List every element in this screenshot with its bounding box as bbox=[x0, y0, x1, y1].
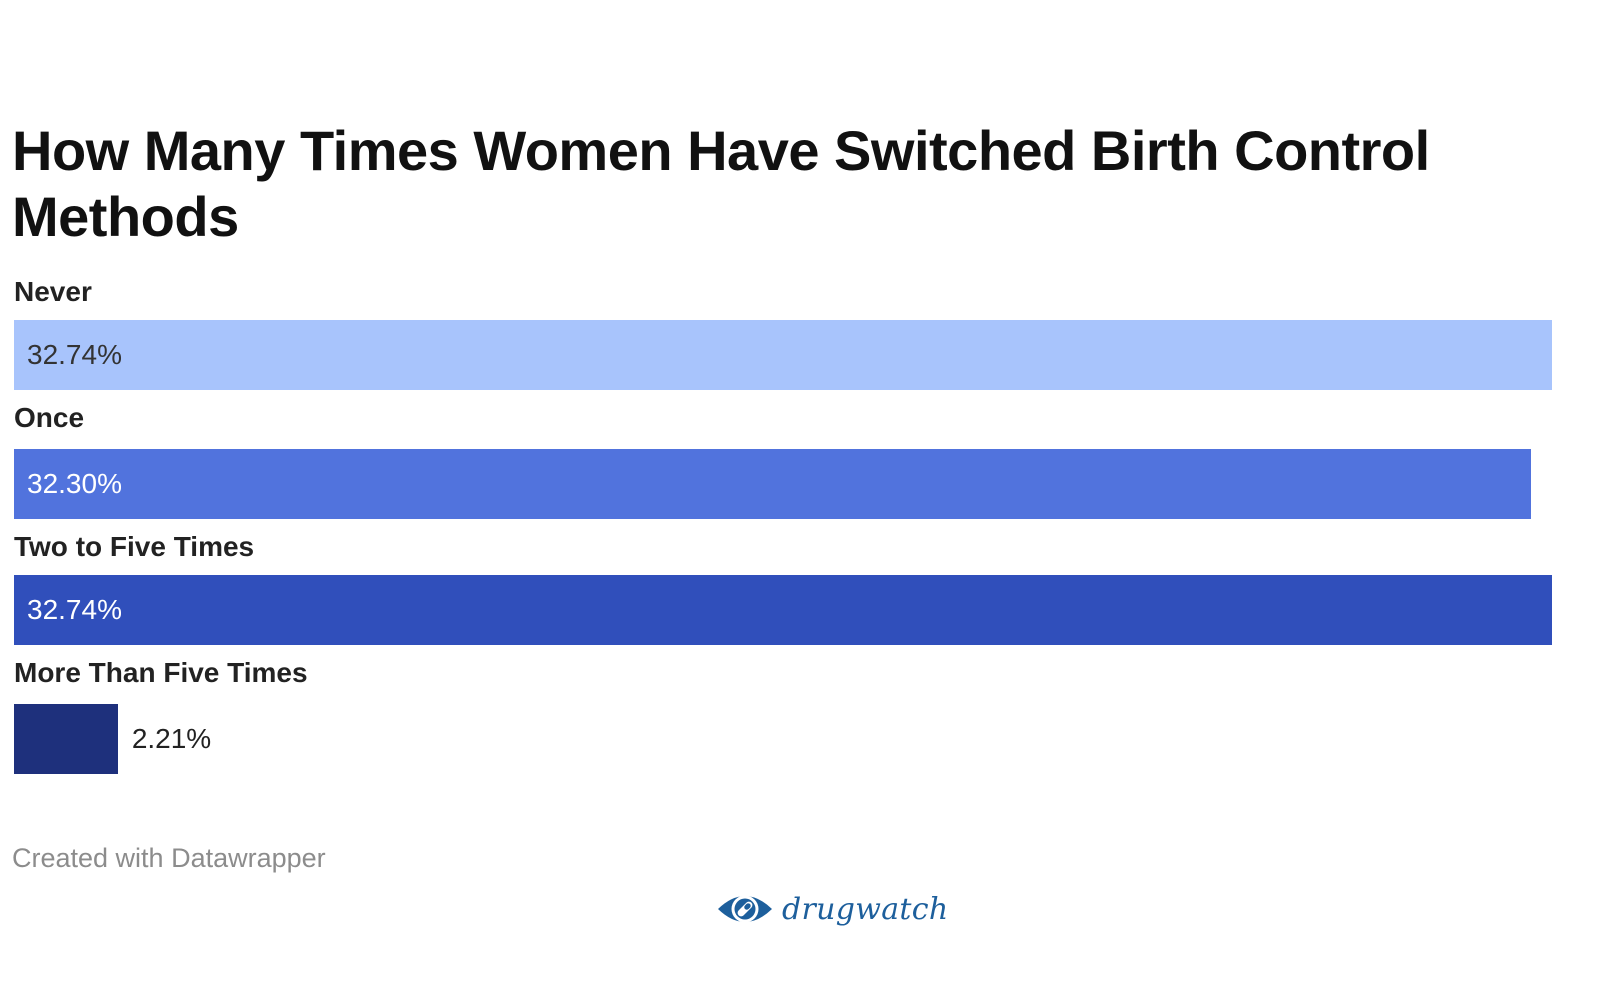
category-label: More Than Five Times bbox=[14, 657, 308, 688]
drugwatch-logo[interactable]: drugwatch bbox=[716, 884, 949, 934]
category-label: Once bbox=[14, 402, 85, 433]
datawrapper-credit[interactable]: Created with Datawrapper bbox=[12, 843, 326, 873]
bar bbox=[14, 449, 1532, 519]
brand-name: drugwatch bbox=[782, 891, 949, 927]
value-label: 32.74% bbox=[27, 594, 122, 625]
value-label: 32.74% bbox=[27, 339, 122, 370]
value-label: 2.21% bbox=[131, 723, 212, 754]
value-label: 32.30% bbox=[27, 468, 122, 499]
bar bbox=[14, 320, 1552, 390]
category-label: Two to Five Times bbox=[14, 531, 255, 562]
category-label: Never bbox=[14, 276, 92, 307]
bar bbox=[14, 575, 1552, 645]
pill-eye-icon bbox=[718, 895, 772, 923]
chart-title: How Many Times Women Have Switched Birth… bbox=[12, 119, 1430, 248]
bar bbox=[14, 704, 118, 774]
